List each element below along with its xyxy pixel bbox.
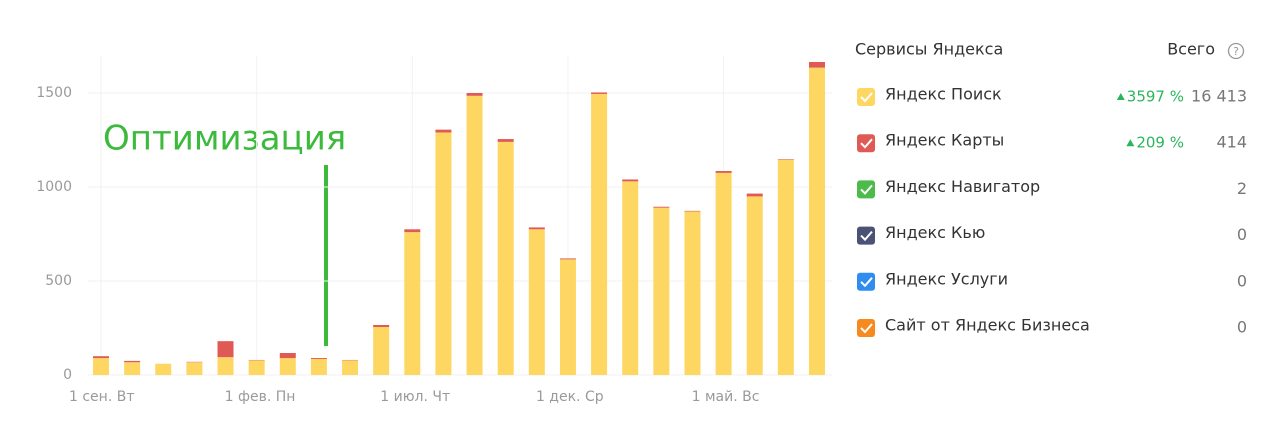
x-tick-label: 1 май. Вс — [692, 389, 760, 405]
legend-checkbox[interactable] — [857, 319, 875, 337]
help-icon[interactable] — [1227, 42, 1245, 60]
legend-label: Яндекс Карты — [885, 131, 1004, 150]
legend-checkbox[interactable] — [857, 272, 875, 291]
bar-segment — [653, 207, 670, 375]
legend-label: Яндекс Навигатор — [885, 177, 1040, 196]
bar-segment — [435, 132, 452, 375]
bar-segment — [217, 357, 234, 375]
bar-segment — [497, 141, 514, 375]
bar-segment — [155, 363, 172, 375]
bar-segment — [559, 258, 576, 260]
bar-segment — [591, 92, 608, 94]
y-tick-label: 1000 — [36, 179, 72, 195]
bar-segment — [808, 67, 825, 376]
bar-segment — [528, 227, 545, 230]
checkmark — [860, 230, 873, 242]
bar-segment — [777, 159, 794, 160]
bar-segment — [279, 353, 296, 359]
total-value: 0 — [1237, 318, 1247, 337]
checkmark — [860, 323, 873, 334]
bar-segment — [622, 179, 639, 182]
legend-checkbox[interactable] — [857, 88, 875, 106]
legend-label: Сайт от Яндекс Бизнеса — [885, 316, 1090, 335]
bar-segment — [217, 341, 234, 358]
bar-segment — [186, 362, 203, 375]
annotation: Оптимизация — [103, 119, 346, 159]
checkmark — [860, 277, 873, 288]
change-arrow — [1116, 93, 1125, 100]
bar-segment — [279, 358, 296, 375]
bar-segment — [715, 172, 732, 375]
bar-segment — [310, 359, 327, 375]
x-tick-label: 1 дек. Ср — [536, 389, 604, 405]
x-tick-label: 1 июл. Чт — [380, 389, 450, 405]
bar-segment — [248, 360, 265, 375]
change-value: 3597 % — [1127, 88, 1184, 106]
total-value: 0 — [1237, 225, 1247, 244]
bar-segment — [777, 159, 794, 375]
y-tick-label: 500 — [45, 273, 72, 289]
legend-title: Сервисы Яндекса — [855, 40, 1003, 59]
legend-label: Яндекс Услуги — [885, 269, 1008, 288]
bar-segment — [528, 229, 545, 375]
bar-segment — [310, 358, 327, 360]
bar-segment — [746, 193, 763, 197]
bar-segment — [93, 356, 109, 359]
bar-segment — [435, 129, 452, 133]
bar-segment — [653, 206, 670, 208]
legend-checkbox[interactable] — [857, 226, 875, 245]
total-value: 16 413 — [1191, 87, 1247, 106]
bar-segment — [124, 362, 141, 375]
bar-segment — [466, 95, 483, 375]
bar-segment — [591, 93, 608, 375]
bar-segment — [622, 181, 639, 375]
total-value: 0 — [1237, 271, 1247, 290]
bar-segment — [497, 139, 514, 142]
y-tick-label: 0 — [63, 367, 72, 383]
bar-segment — [466, 93, 483, 96]
bar-segment — [373, 324, 390, 328]
total-value: 414 — [1216, 133, 1247, 152]
legend-checkbox[interactable] — [857, 180, 875, 199]
legend-checkbox[interactable] — [857, 134, 875, 153]
bar-segment — [684, 210, 701, 212]
bar-segment — [373, 327, 390, 375]
bar-segment — [404, 229, 421, 233]
bar-segment — [404, 232, 421, 375]
checkmark — [860, 92, 873, 103]
bar-segment — [715, 171, 732, 173]
checkmark — [860, 184, 873, 195]
legend-label: Яндекс Кью — [885, 223, 985, 242]
bar-segment — [559, 259, 576, 375]
y-tick-label: 1500 — [36, 85, 72, 101]
change-arrow — [1126, 139, 1135, 147]
total-header: Всего — [1167, 40, 1215, 59]
x-tick-label: 1 сен. Вт — [69, 389, 134, 405]
x-tick-label: 1 фев. Пн — [225, 389, 296, 405]
legend-label: Яндекс Поиск — [885, 85, 1002, 104]
bar-segment — [746, 196, 763, 375]
bar-segment — [342, 360, 359, 375]
total-value: 2 — [1237, 179, 1247, 198]
bar-segment — [93, 358, 109, 375]
bar-segment — [808, 61, 825, 68]
change-value: 209 % — [1136, 134, 1184, 152]
bar-segment — [684, 211, 701, 375]
bar-segment — [124, 360, 141, 363]
help-icon-text: ? — [1233, 45, 1239, 58]
checkmark — [860, 138, 873, 149]
